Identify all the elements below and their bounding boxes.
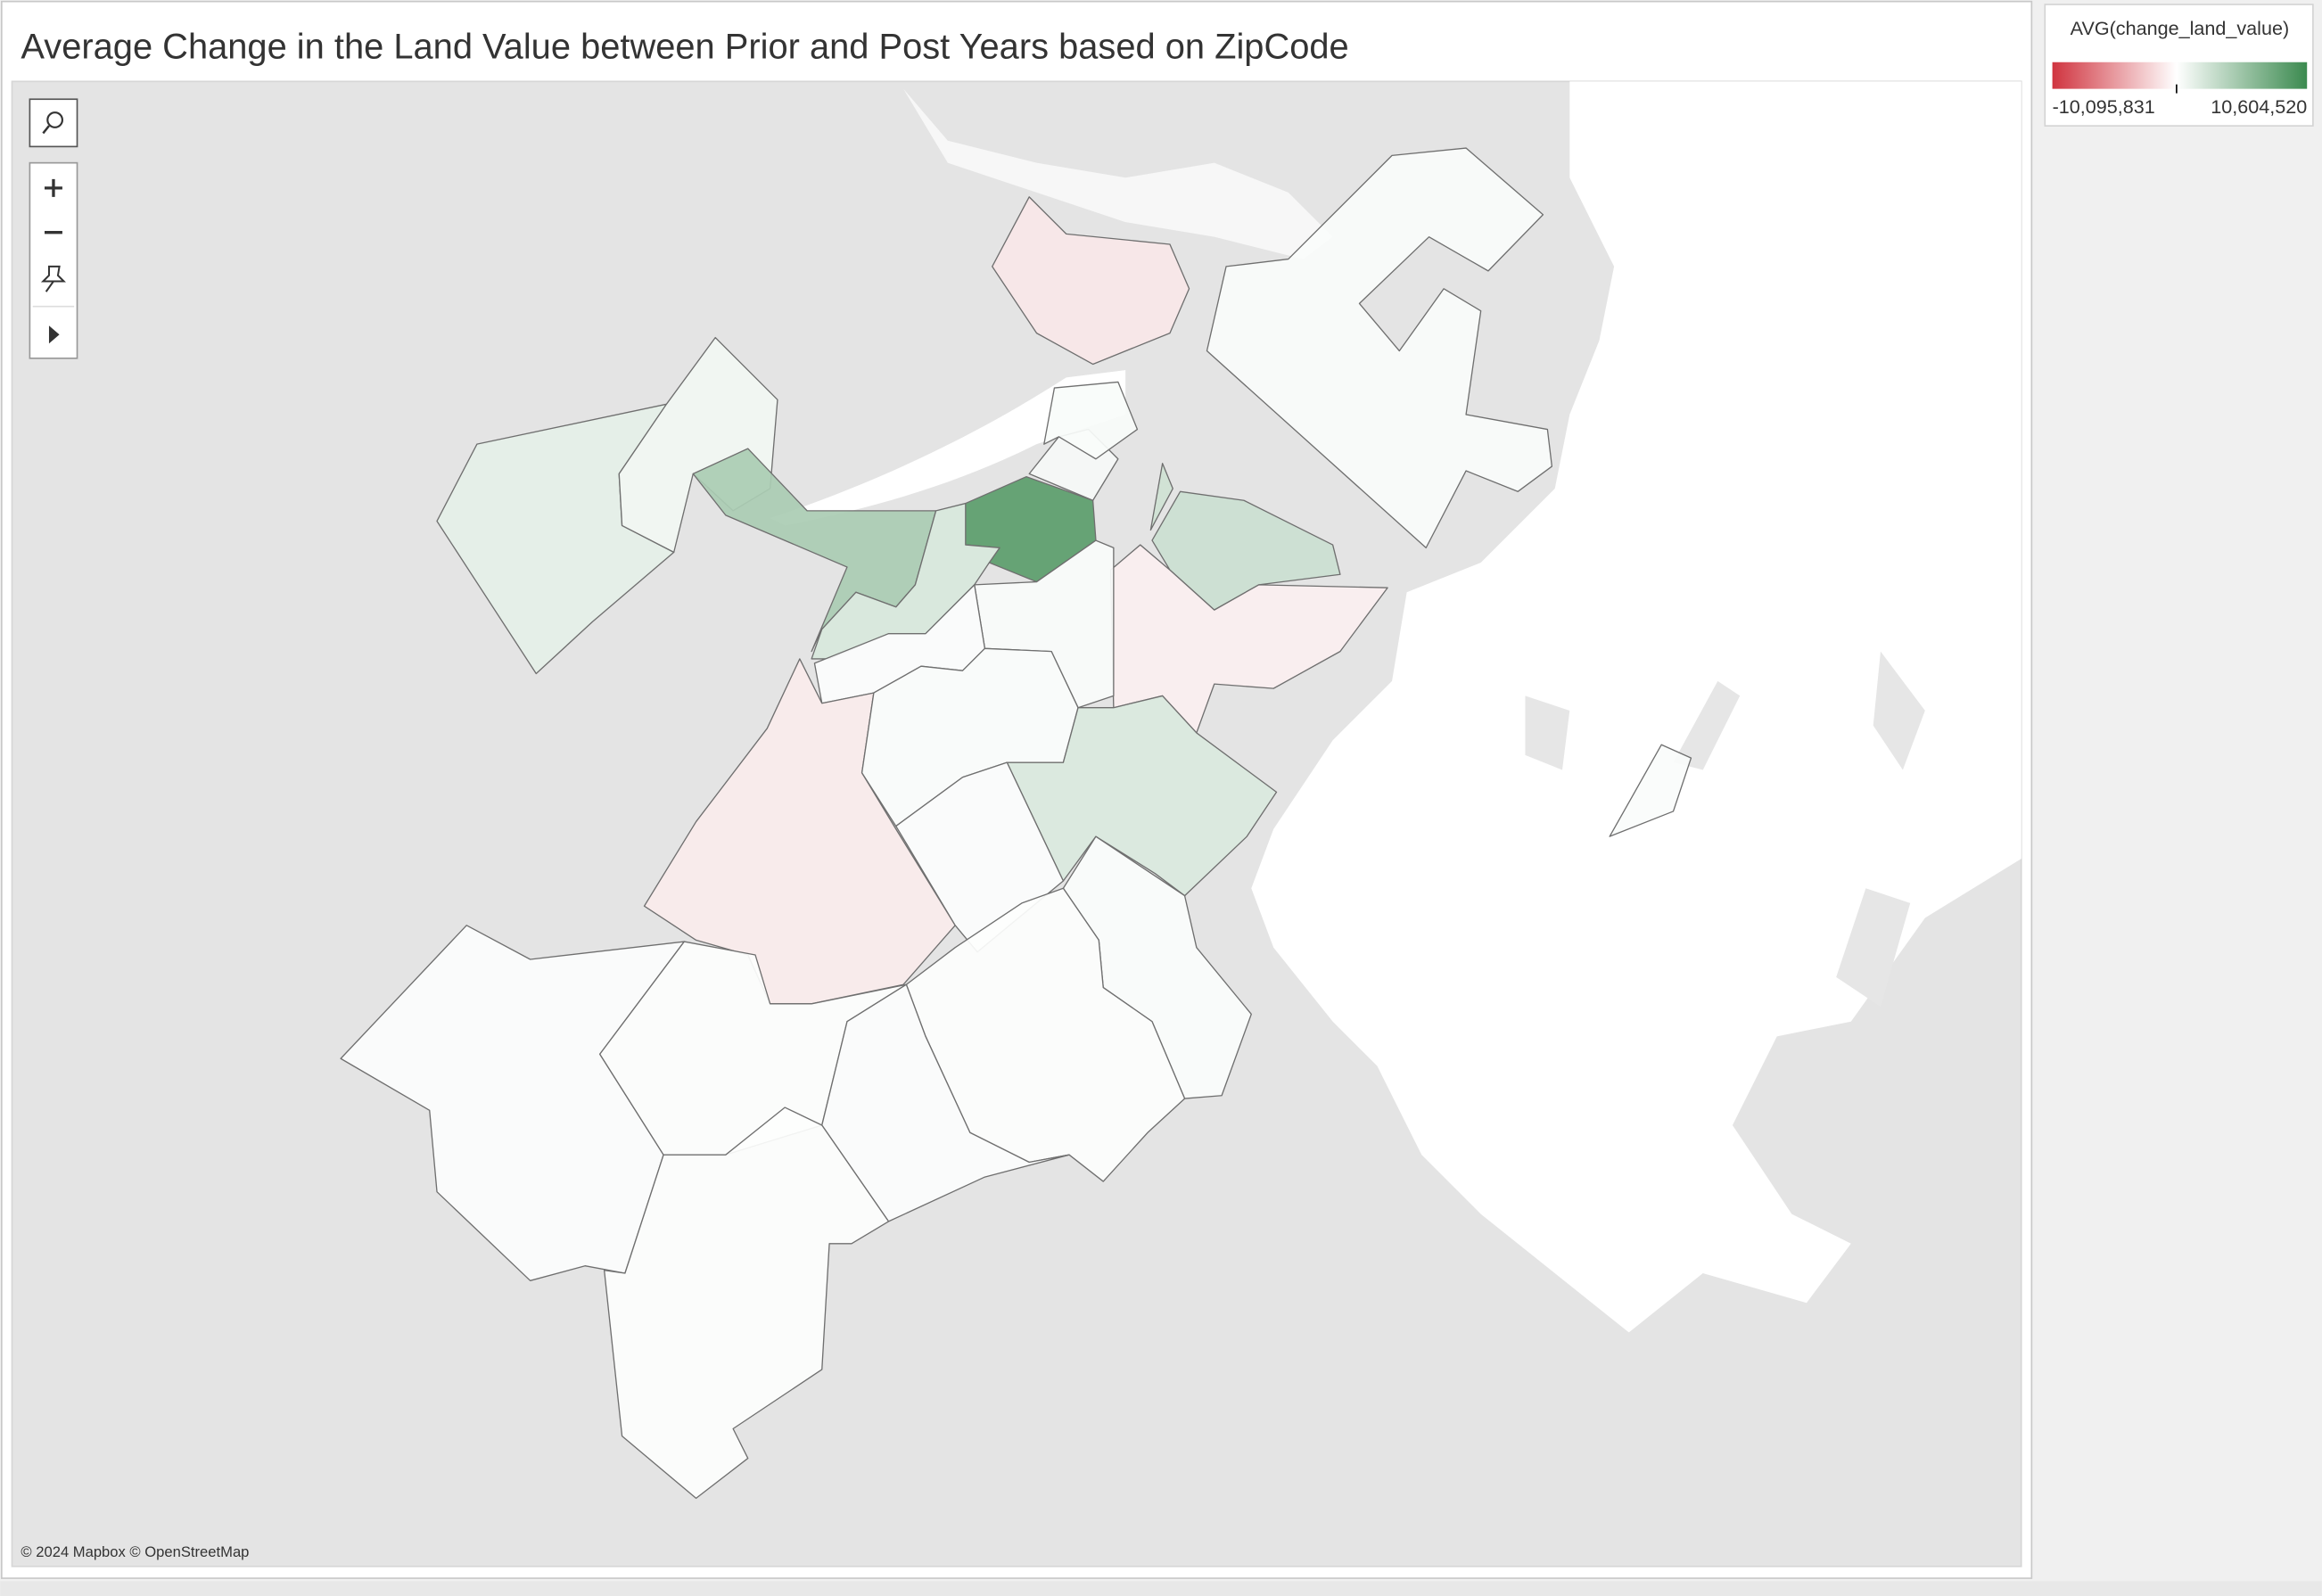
search-icon bbox=[46, 111, 64, 128]
title: Average Change in the Land Value between… bbox=[21, 27, 1348, 66]
search-button[interactable] bbox=[29, 98, 78, 148]
zip-region[interactable] bbox=[1149, 463, 1173, 531]
zip-region[interactable] bbox=[603, 1107, 890, 1500]
legend-max-label: 10,604,520 bbox=[2211, 95, 2307, 118]
map: © 2024 Mapbox © OpenStreetMap bbox=[11, 80, 2022, 1567]
legend-color-ramp bbox=[2052, 62, 2308, 89]
zip-region[interactable] bbox=[1043, 381, 1139, 460]
water bbox=[903, 88, 1333, 259]
regions bbox=[340, 147, 1692, 1500]
attribution: © 2024 Mapbox © OpenStreetMap bbox=[21, 1543, 249, 1560]
tab-strip bbox=[0, 1581, 2322, 1596]
island bbox=[1525, 651, 1925, 1008]
zip-region[interactable] bbox=[1206, 147, 1553, 549]
water bbox=[770, 370, 1126, 526]
zip-region[interactable] bbox=[1609, 744, 1692, 837]
zip-region[interactable] bbox=[992, 196, 1190, 366]
legend-min-label: -10,095,831 bbox=[2053, 95, 2155, 118]
zip-region[interactable] bbox=[821, 983, 1070, 1222]
map-toolbar bbox=[29, 98, 78, 359]
water bbox=[1251, 81, 2021, 1333]
pin-button[interactable] bbox=[40, 265, 66, 292]
expand-button[interactable] bbox=[48, 325, 60, 344]
zoom-in-button[interactable] bbox=[44, 178, 62, 197]
legend-title: AVG(change_land_value) bbox=[2071, 17, 2290, 39]
legend: AVG(change_land_value) -10,095,831 10,60… bbox=[2044, 4, 2314, 127]
search-icon bbox=[42, 125, 50, 135]
